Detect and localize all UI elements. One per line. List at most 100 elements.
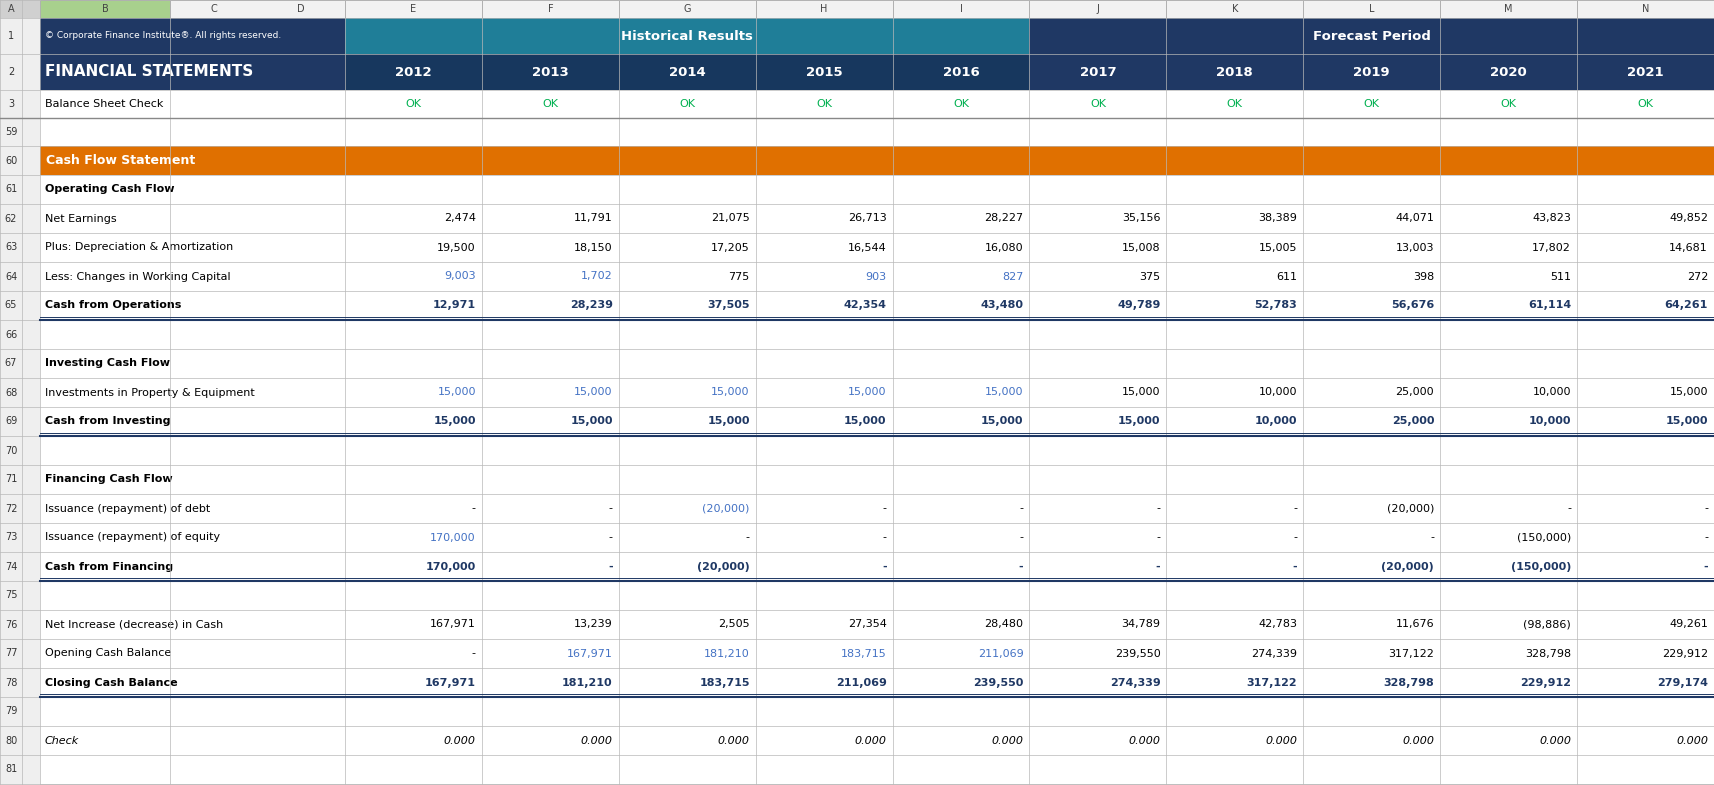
Text: -: - <box>608 532 614 542</box>
Text: OK: OK <box>406 99 422 109</box>
Bar <box>1167 0 1303 18</box>
Text: Financing Cash Flow: Financing Cash Flow <box>45 474 173 484</box>
Text: 211,069: 211,069 <box>836 677 886 688</box>
Bar <box>39 436 1714 465</box>
Bar <box>22 639 39 668</box>
Text: 15,000: 15,000 <box>848 388 886 397</box>
Text: 2014: 2014 <box>668 65 706 78</box>
Text: D: D <box>298 4 305 14</box>
Text: OK: OK <box>1364 99 1380 109</box>
Bar <box>39 407 1714 436</box>
Bar <box>0 378 22 407</box>
Text: 211,069: 211,069 <box>977 648 1023 659</box>
Text: OK: OK <box>816 99 833 109</box>
Bar <box>39 118 1714 146</box>
Text: 0.000: 0.000 <box>1402 736 1435 746</box>
Text: Check: Check <box>45 736 79 746</box>
Text: 1: 1 <box>9 31 14 41</box>
Text: 328,798: 328,798 <box>1525 648 1572 659</box>
Text: Cash from Investing: Cash from Investing <box>45 417 170 426</box>
Text: H: H <box>821 4 828 14</box>
Bar <box>0 668 22 697</box>
Text: Opening Cash Balance: Opening Cash Balance <box>45 648 171 659</box>
Text: 239,550: 239,550 <box>1114 648 1160 659</box>
Bar <box>756 54 893 90</box>
Text: 375: 375 <box>1140 272 1160 282</box>
Text: M: M <box>1505 4 1513 14</box>
Text: 21,075: 21,075 <box>711 214 749 224</box>
Text: 60: 60 <box>5 155 17 166</box>
Bar <box>619 0 756 18</box>
Text: 35,156: 35,156 <box>1123 214 1160 224</box>
Text: 2012: 2012 <box>396 65 432 78</box>
Text: 2013: 2013 <box>531 65 569 78</box>
Bar <box>22 697 39 726</box>
Bar <box>1440 0 1577 18</box>
Bar <box>1303 54 1440 90</box>
Bar <box>619 54 756 90</box>
Bar <box>0 146 22 175</box>
Text: 181,210: 181,210 <box>704 648 749 659</box>
Text: Issuance (repayment) of equity: Issuance (repayment) of equity <box>45 532 219 542</box>
Bar <box>0 349 22 378</box>
Bar <box>39 0 170 18</box>
Text: J: J <box>1097 4 1099 14</box>
Text: 81: 81 <box>5 765 17 775</box>
Text: (150,000): (150,000) <box>1517 532 1572 542</box>
Text: Less: Changes in Working Capital: Less: Changes in Working Capital <box>45 272 231 282</box>
Text: Investing Cash Flow: Investing Cash Flow <box>45 359 170 368</box>
Bar <box>22 407 39 436</box>
Text: -: - <box>883 561 886 571</box>
Bar <box>39 175 1714 204</box>
Bar <box>0 233 22 262</box>
Text: Investments in Property & Equipment: Investments in Property & Equipment <box>45 388 255 397</box>
Bar <box>0 639 22 668</box>
Text: 2: 2 <box>9 67 14 77</box>
Text: 61,114: 61,114 <box>1527 301 1572 311</box>
Bar <box>170 0 345 18</box>
Text: 328,798: 328,798 <box>1383 677 1435 688</box>
Text: 17,802: 17,802 <box>1532 243 1572 253</box>
Text: 42,783: 42,783 <box>1258 619 1297 630</box>
Text: 14,681: 14,681 <box>1669 243 1707 253</box>
Text: C: C <box>211 4 218 14</box>
Bar <box>0 523 22 552</box>
Text: -: - <box>1567 503 1572 513</box>
Text: 15,000: 15,000 <box>1123 388 1160 397</box>
Text: 19,500: 19,500 <box>437 243 476 253</box>
Bar <box>39 146 1714 175</box>
Text: G: G <box>684 4 691 14</box>
Text: 52,783: 52,783 <box>1255 301 1297 311</box>
Text: (20,000): (20,000) <box>698 561 749 571</box>
Bar <box>39 552 1714 581</box>
Text: 167,971: 167,971 <box>425 677 476 688</box>
Text: 15,000: 15,000 <box>1669 388 1707 397</box>
Text: 511: 511 <box>1549 272 1572 282</box>
Bar <box>39 90 1714 118</box>
Bar <box>22 349 39 378</box>
Text: 43,823: 43,823 <box>1532 214 1572 224</box>
Text: -: - <box>1429 532 1435 542</box>
Text: OK: OK <box>1090 99 1106 109</box>
Text: OK: OK <box>1637 99 1654 109</box>
Text: Forecast Period: Forecast Period <box>1313 30 1431 42</box>
Text: 63: 63 <box>5 243 17 253</box>
Text: 827: 827 <box>1003 272 1023 282</box>
Text: Balance Sheet Check: Balance Sheet Check <box>45 99 163 109</box>
Text: 3: 3 <box>9 99 14 109</box>
Text: 56,676: 56,676 <box>1392 301 1435 311</box>
Bar <box>0 465 22 494</box>
Text: 38,389: 38,389 <box>1258 214 1297 224</box>
Text: 72: 72 <box>5 503 17 513</box>
Text: 2020: 2020 <box>1489 65 1527 78</box>
Text: 2,474: 2,474 <box>444 214 476 224</box>
Bar <box>345 0 482 18</box>
Text: 170,000: 170,000 <box>430 532 476 542</box>
Bar <box>39 204 1714 233</box>
Text: 317,122: 317,122 <box>1246 677 1297 688</box>
Text: 0.000: 0.000 <box>718 736 749 746</box>
Text: 274,339: 274,339 <box>1109 677 1160 688</box>
Bar <box>22 465 39 494</box>
Bar <box>22 320 39 349</box>
Text: 79: 79 <box>5 706 17 717</box>
